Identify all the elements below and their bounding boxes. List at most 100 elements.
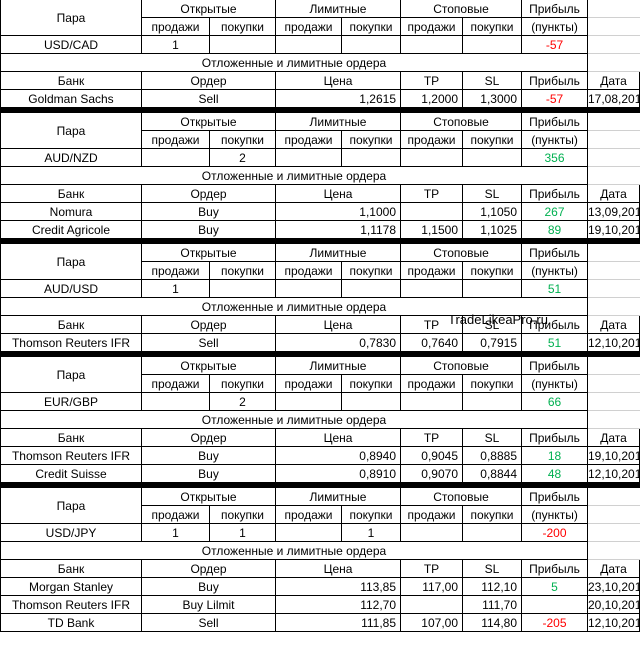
stop-buy-value — [463, 149, 522, 167]
order-date: 17,08,2017 — [588, 90, 640, 108]
pair-block-aud-nzd: Пара Открытые Лимитные Стоповые Прибыль прода… — [0, 113, 640, 244]
order-type: Sell — [142, 334, 276, 352]
limit-sell-value — [276, 393, 342, 411]
profit-header: Прибыль — [522, 244, 588, 262]
open-buy-value: 1 — [210, 524, 276, 542]
sl-header: SL — [463, 72, 522, 90]
pair-profit-value: 51 — [522, 280, 588, 298]
stop-sell-value — [401, 524, 463, 542]
bank-header: Банк — [0, 560, 142, 578]
pair-profit-value: 66 — [522, 393, 588, 411]
limit-header: Лимитные — [276, 0, 401, 18]
order-date: 12,10,2017 — [588, 334, 640, 352]
order-profit: 51 — [522, 334, 588, 352]
order-header: Ордер — [142, 560, 276, 578]
order-price: 0,7830 — [276, 334, 401, 352]
price-header: Цена — [276, 185, 401, 203]
order-profit: 89 — [522, 221, 588, 239]
blank-cell — [588, 411, 640, 429]
blank-cell — [588, 375, 640, 393]
order-date: 19,10,2017 — [588, 447, 640, 465]
bank-header: Банк — [0, 72, 142, 90]
open-sell-header: продажи — [142, 506, 210, 524]
open-sell-value: 1 — [142, 524, 210, 542]
points-header: (пункты) — [522, 375, 588, 393]
order-date: 23,10,2017 — [588, 578, 640, 596]
tp-header: TP — [401, 316, 463, 334]
points-header: (пункты) — [522, 262, 588, 280]
sl-header: SL — [463, 185, 522, 203]
order-profit: -205 — [522, 614, 588, 632]
tp-header: TP — [401, 185, 463, 203]
pair-name: USD/CAD — [0, 36, 142, 54]
open-sell-value: 1 — [142, 280, 210, 298]
pair-profit-value: -200 — [522, 524, 588, 542]
open-header: Открытые — [142, 357, 276, 375]
open-buy-header: покупки — [210, 375, 276, 393]
stop-header: Стоповые — [401, 0, 522, 18]
order-header: Ордер — [142, 185, 276, 203]
pair-header: Пара — [0, 488, 142, 524]
stop-sell-value — [401, 149, 463, 167]
stop-sell-header: продажи — [401, 18, 463, 36]
limit-sell-value — [276, 36, 342, 54]
profit-header: Прибыль — [522, 488, 588, 506]
blank-cell — [588, 506, 640, 524]
limit-sell-value — [276, 280, 342, 298]
pair-name: AUD/USD — [0, 280, 142, 298]
order-type: Buy — [142, 447, 276, 465]
pair-name: USD/JPY — [0, 524, 142, 542]
order-header: Ордер — [142, 316, 276, 334]
order-price: 1,1178 — [276, 221, 401, 239]
order-tp: 1,2000 — [401, 90, 463, 108]
order-type: Sell — [142, 614, 276, 632]
limit-sell-header: продажи — [276, 375, 342, 393]
order-sl: 111,70 — [463, 596, 522, 614]
block-separator — [0, 108, 640, 113]
pair-block-aud-usd: Пара Открытые Лимитные Стоповые Прибыль прода… — [0, 244, 640, 357]
open-sell-value: 1 — [142, 36, 210, 54]
order-price: 0,8910 — [276, 465, 401, 483]
open-sell-value — [142, 393, 210, 411]
blank-cell — [588, 393, 640, 411]
stop-header: Стоповые — [401, 357, 522, 375]
pair-block-usd-jpy: Пара Открытые Лимитные Стоповые Прибыль прода… — [0, 488, 640, 632]
blank-cell — [588, 113, 640, 131]
sl-header: SL — [463, 560, 522, 578]
pair-name: AUD/NZD — [0, 149, 142, 167]
blank-cell — [588, 0, 640, 18]
order-sl: 0,8844 — [463, 465, 522, 483]
pair-profit-value: 356 — [522, 149, 588, 167]
stop-sell-header: продажи — [401, 262, 463, 280]
orders-sheet: Пара Открытые Лимитные Стоповые Прибыль прода… — [0, 0, 640, 632]
stop-sell-header: продажи — [401, 375, 463, 393]
pending-orders-title: Отложенные и лимитные ордера — [0, 298, 588, 316]
bank-name: TD Bank — [0, 614, 142, 632]
bank-name: Thomson Reuters IFR — [0, 334, 142, 352]
order-date: 13,09,2017 — [588, 203, 640, 221]
pair-block-usd-cad: Пара Открытые Лимитные Стоповые Прибыль прода… — [0, 0, 640, 113]
profit-header: Прибыль — [522, 113, 588, 131]
pending-orders-title: Отложенные и лимитные ордера — [0, 167, 588, 185]
order-tp: 1,1500 — [401, 221, 463, 239]
limit-header: Лимитные — [276, 113, 401, 131]
order-type: Buy Lilmit — [142, 596, 276, 614]
tp-header: TP — [401, 560, 463, 578]
date-header: Дата — [588, 429, 640, 447]
open-sell-header: продажи — [142, 131, 210, 149]
open-sell-header: продажи — [142, 18, 210, 36]
bank-header: Банк — [0, 316, 142, 334]
bank-name: Thomson Reuters IFR — [0, 447, 142, 465]
pair-header: Пара — [0, 113, 142, 149]
pair-name: EUR/GBP — [0, 393, 142, 411]
points-header: (пункты) — [522, 506, 588, 524]
blank-cell — [588, 36, 640, 54]
blank-cell — [588, 524, 640, 542]
order-price: 111,85 — [276, 614, 401, 632]
bank-name: Credit Suisse — [0, 465, 142, 483]
limit-buy-value — [342, 36, 401, 54]
sl-header: SL — [463, 429, 522, 447]
order-profit-header: Прибыль — [522, 316, 588, 334]
order-type: Buy — [142, 578, 276, 596]
order-profit-header: Прибыль — [522, 185, 588, 203]
